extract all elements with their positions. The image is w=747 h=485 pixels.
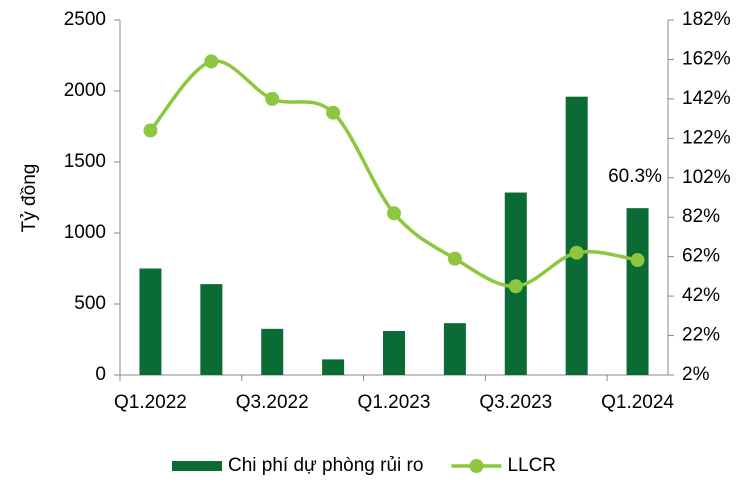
y2-tick-label: 102% [682,167,731,188]
x-tick-label: Q3.2023 [479,392,552,413]
line-marker [508,279,523,294]
line-marker [569,245,584,260]
y-axis-label: Tỷ đồng [19,164,40,233]
legend-label: Chi phí dự phòng rủi ro [228,455,423,476]
y-tick-label: 2500 [64,9,106,30]
x-tick-label: Q1.2024 [601,392,674,413]
line-marker [143,123,158,138]
annotation: 60.3% [608,166,662,187]
y-tick-label: 1500 [64,151,106,172]
x-tick-label: Q1.2023 [358,392,431,413]
y2-tick-label: 62% [682,246,720,267]
line-marker [630,253,645,268]
bar [200,284,223,375]
y2-tick-label: 122% [682,127,731,148]
line-marker [265,91,280,106]
legend-label: LLCR [507,455,556,476]
bar [443,323,466,375]
y2-tick-label: 162% [682,48,731,69]
y-tick-label: 1000 [64,222,106,243]
legend-swatch-marker [469,459,484,473]
line-marker [204,54,219,69]
x-tick-label: Q1.2022 [114,392,187,413]
y2-tick-label: 82% [682,206,720,227]
legend-swatch [172,461,222,471]
x-tick-label: Q3.2022 [236,392,309,413]
y2-tick-label: 182% [682,9,731,30]
y2-tick-label: 42% [682,285,720,306]
bar [261,328,284,375]
bar [383,330,405,375]
line [149,59,638,289]
line-marker [326,105,341,120]
bar [626,208,649,375]
y-tick-label: 500 [74,293,106,314]
y2-tick-label: 2% [682,364,710,385]
bar [565,96,588,376]
y2-tick-label: 22% [682,325,720,346]
y-tick-label: 2000 [64,80,106,101]
line-marker [447,251,462,266]
line-marker [387,206,401,221]
bar [139,268,162,375]
bar [322,359,345,375]
y2-tick-label: 142% [682,88,731,109]
y-tick-label: 0 [95,364,106,385]
